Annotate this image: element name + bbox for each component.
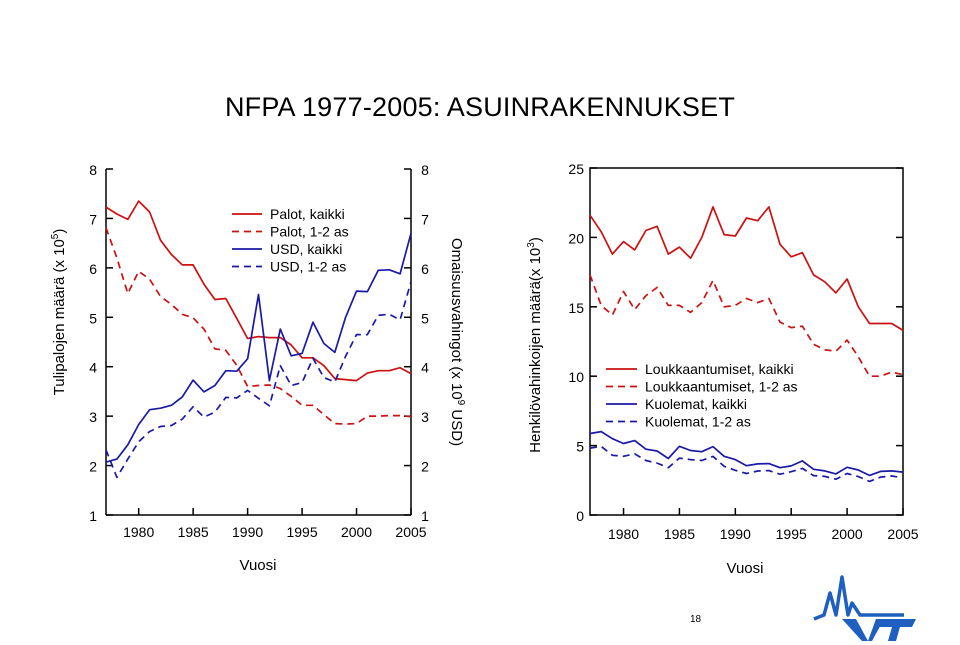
chart1-left-ytick-label: 8: [89, 162, 97, 178]
chart2-legend: Loukkaantumiset, kaikki Loukkaantumiset, …: [606, 361, 798, 430]
chart1-left-ytick-label: 3: [89, 409, 97, 425]
chart1-xtick-label: 1985: [178, 524, 209, 540]
chart1-left-ylabel-main: Tulipalojen määrä (x 10: [51, 239, 68, 395]
chart1-right-ylabel-main: Omaisuusvahingot (x 10: [448, 238, 465, 400]
chart1-right-ytick-label: 6: [421, 261, 429, 277]
chart1-left-ylabel-end: ): [51, 229, 68, 234]
chart1-series: [105, 200, 412, 479]
chart2-ylabel-sup: 3: [526, 242, 537, 248]
chart1-left-ylabel: Tulipalojen määrä (x 105): [50, 229, 68, 396]
chart1-left-ytick-label: 2: [89, 459, 97, 475]
logo-t1-shape: [876, 619, 912, 641]
chart1-left-ylabel-sup: 5: [50, 233, 61, 239]
chart1-xtick-label: 1995: [286, 524, 317, 540]
logo-text: VTT: [612, 374, 614, 376]
chart1-right-ylabel-end: USD): [448, 405, 465, 446]
chart2-frame: [589, 167, 904, 516]
chart2-xtick-label: 1980: [608, 526, 639, 542]
chart1-right-ytick-label: 7: [421, 211, 429, 227]
chart2-legend-label: Kuolemat, 1-2 as: [645, 414, 751, 430]
chart1-legend-label: Palot, 1-2 as: [270, 224, 349, 240]
chart2-ytick-label: 15: [568, 300, 584, 316]
chart2-series-line-3: [589, 430, 904, 477]
chart2-ylabel-end: ): [527, 237, 544, 242]
chart1-right-ytick-label: 4: [421, 360, 429, 376]
chart1-series-line-1: [105, 200, 412, 382]
chart2-xlabel: Vuosi: [727, 560, 764, 577]
chart2-xtick-label: 1990: [720, 526, 751, 542]
chart1-right-ytick-label: 2: [421, 459, 429, 475]
chart1-right-ylabel-sup: 9: [455, 400, 466, 406]
chart1-series-line-2: [105, 227, 412, 425]
chart1-legend-label: Palot, kaikki: [270, 206, 345, 222]
chart1-series-line-3: [105, 233, 412, 463]
chart2-ytick-label: 20: [568, 230, 584, 246]
chart2-ylabel: Henkilövahinkoijen määrä(x 103): [526, 237, 544, 453]
chart2-ytick-label: 10: [568, 369, 584, 385]
chart1-left-ytick-label: 6: [89, 261, 97, 277]
logo-v-shape: [842, 619, 868, 641]
chart1-left-ytick-label: 7: [89, 211, 97, 227]
chart2-xtick-label: 1995: [776, 526, 807, 542]
chart2-axes: 0 5 10 15 20 25 1980 1985 1990 1995 2000 2005: [568, 161, 918, 542]
chart2-ylabel-main: Henkilövahinkoijen määrä(x 10: [527, 248, 544, 453]
vtt-logo: VTT: [612, 374, 916, 641]
chart2-legend-label: Loukkaantumiset, kaikki: [645, 361, 794, 377]
chart1-xtick-label: 1990: [232, 524, 263, 540]
chart1-right-ytick-label: 3: [421, 409, 429, 425]
page-number: 18: [690, 614, 702, 625]
chart1-right-ytick-label: 1: [421, 508, 429, 524]
chart2-xtick-label: 2005: [887, 526, 918, 542]
chart2-series-line-4: [589, 445, 904, 483]
chart2-xtick-label: 1985: [664, 526, 695, 542]
chart1-xtick-label: 2005: [395, 524, 426, 540]
chart2-ytick-label: 0: [576, 508, 584, 524]
chart2-series-line-2: [589, 274, 904, 378]
chart2-xtick-label: 2000: [832, 526, 863, 542]
chart1-xlabel: Vuosi: [240, 557, 277, 574]
chart1-legend-label: USD, kaikki: [270, 241, 342, 257]
chart1-series-line-4: [105, 281, 412, 479]
chart1-right-ylabel: Omaisuusvahingot (x 109 USD): [448, 238, 466, 446]
logo-t2-shape: [908, 619, 916, 627]
chart1-xtick-label: 2000: [341, 524, 372, 540]
chart1-axes: 1 2 3 4 5 6 7 8 1 2 3 4 5 6 7 8 1980 1985 1990 1995 2000 2005: [89, 162, 429, 540]
chart2-legend-label: Loukkaantumiset, 1-2 as: [645, 379, 798, 395]
chart1-left-ytick-label: 4: [89, 360, 97, 376]
chart1-right-ytick-label: 5: [421, 310, 429, 326]
chart2-ytick-label: 25: [568, 161, 584, 177]
chart1-left-ytick-label: 1: [89, 508, 97, 524]
chart2-legend-label: Kuolemat, kaikki: [645, 396, 747, 412]
chart2-series-line-1: [589, 206, 904, 332]
chart2-ytick-label: 5: [576, 439, 584, 455]
chart1-xtick-label: 1980: [123, 524, 154, 540]
chart2-series: [589, 206, 904, 483]
chart1-legend-label: USD, 1-2 as: [270, 259, 346, 275]
chart1-right-ytick-label: 8: [421, 162, 429, 178]
chart1-left-ytick-label: 5: [89, 310, 97, 326]
logo-wave-icon: [813, 575, 904, 621]
page-title: NFPA 1977-2005: ASUINRAKENNUKSET: [224, 92, 736, 122]
